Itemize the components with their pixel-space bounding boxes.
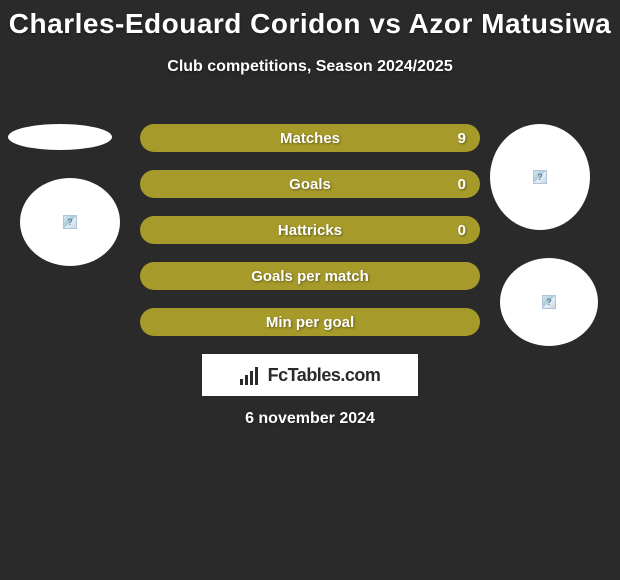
player-circle-right-mid: [500, 258, 598, 346]
stat-row-hattricks: Hattricks 0: [140, 216, 480, 244]
stat-value: 0: [458, 176, 466, 193]
stat-row-matches: Matches 9: [140, 124, 480, 152]
player-circle-left: [20, 178, 120, 266]
stat-label: Matches: [280, 130, 340, 147]
stat-label: Goals: [289, 176, 331, 193]
stat-label: Min per goal: [266, 314, 354, 331]
stat-value: 9: [458, 130, 466, 147]
stats-container: Matches 9 Goals 0 Hattricks 0 Goals per …: [140, 124, 480, 354]
fctables-logo: FcTables.com: [202, 354, 418, 396]
logo-bar: [240, 379, 243, 385]
image-placeholder-icon: [63, 215, 77, 229]
comparison-title: Charles-Edouard Coridon vs Azor Matusiwa: [0, 0, 620, 40]
image-placeholder-icon: [542, 295, 556, 309]
logo-bar: [255, 367, 258, 385]
logo-bar: [250, 371, 253, 385]
logo-bar: [245, 375, 248, 385]
stat-row-goals-per-match: Goals per match: [140, 262, 480, 290]
date-label: 6 november 2024: [0, 410, 620, 428]
stat-value: 0: [458, 222, 466, 239]
stat-label: Goals per match: [251, 268, 369, 285]
chart-icon: [240, 365, 264, 385]
logo-text: FcTables.com: [268, 365, 381, 386]
stat-label: Hattricks: [278, 222, 342, 239]
stat-row-min-per-goal: Min per goal: [140, 308, 480, 336]
stat-row-goals: Goals 0: [140, 170, 480, 198]
image-placeholder-icon: [533, 170, 547, 184]
player-ellipse-left: [8, 124, 112, 150]
comparison-subtitle: Club competitions, Season 2024/2025: [0, 58, 620, 76]
player-circle-right-top: [490, 124, 590, 230]
